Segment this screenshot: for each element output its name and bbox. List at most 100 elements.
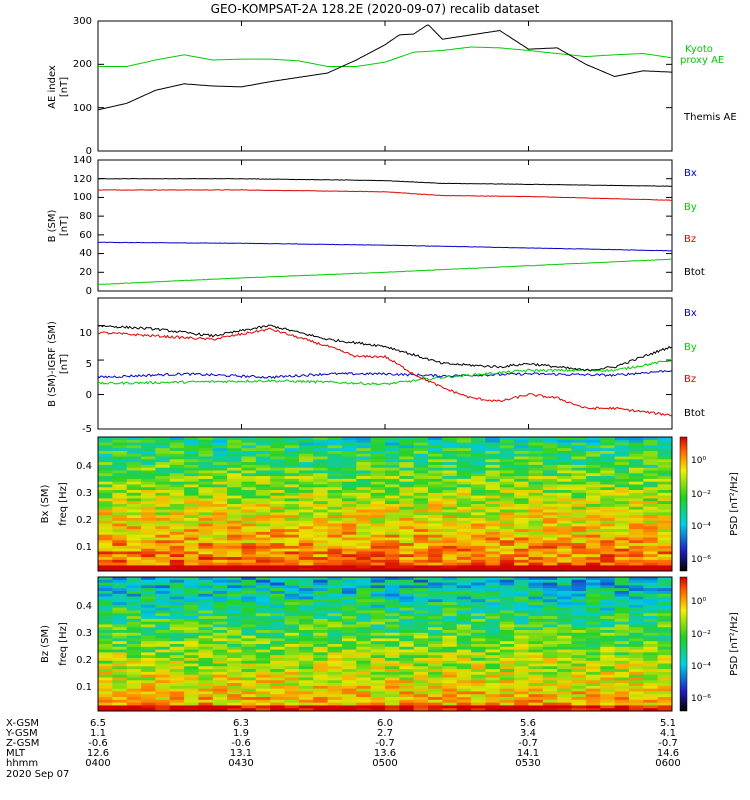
spectrogram-cell xyxy=(471,694,486,698)
spectrogram-cell xyxy=(657,618,673,623)
spectrogram-cell xyxy=(241,593,257,597)
spectrogram-cell xyxy=(298,501,314,505)
spectrogram-cell xyxy=(442,579,458,583)
spectrogram-cell xyxy=(227,481,242,485)
spectrogram-cell xyxy=(471,504,486,508)
spectrogram-cell xyxy=(428,492,443,497)
spectrogram-cell xyxy=(385,568,400,572)
spectrogram-cell xyxy=(112,504,128,508)
spectrogram-cell xyxy=(327,655,343,659)
spectrogram-cell xyxy=(385,697,400,701)
spectrogram-cell xyxy=(585,607,601,611)
spectrogram-cell xyxy=(557,660,572,664)
spectrogram-cell xyxy=(356,551,372,555)
spectrogram-cell xyxy=(485,649,501,653)
spectrogram-cell xyxy=(241,627,257,631)
spectrogram-cell xyxy=(212,613,228,617)
spectrogram-cell xyxy=(126,694,142,698)
spectrogram-cell xyxy=(557,593,572,597)
spectrogram-cell xyxy=(385,492,400,497)
spectrogram-cell xyxy=(98,674,113,678)
spectrogram-cell xyxy=(141,523,156,527)
spectrogram-cell xyxy=(270,590,285,595)
spectrogram-cell xyxy=(241,618,257,623)
spectrogram-cell xyxy=(212,559,228,564)
spectrogram-cell xyxy=(126,492,142,497)
spectrogram-cell xyxy=(169,607,185,611)
spectrogram-cell xyxy=(98,655,113,659)
spectrogram-cell xyxy=(184,545,199,550)
spectrogram-cell xyxy=(155,613,171,617)
spectrogram-cell xyxy=(657,517,673,522)
spectrogram-cell xyxy=(542,537,558,541)
spectrogram-cell xyxy=(456,607,472,611)
spectrogram-cell xyxy=(169,515,185,519)
spectrogram-cell xyxy=(571,604,587,609)
spectrogram-cell xyxy=(184,702,199,706)
spectrogram-cell xyxy=(184,593,199,597)
spectrogram-cell xyxy=(514,492,529,497)
spectrogram-cell xyxy=(284,579,300,583)
spectrogram-cell xyxy=(399,590,415,595)
spectrogram-cell xyxy=(141,450,156,455)
spectrogram-cell xyxy=(126,602,142,606)
spectrogram-cell xyxy=(184,487,199,491)
spectrogram-cell xyxy=(485,635,501,639)
spectrogram-cell xyxy=(155,473,171,477)
spectrogram-cell xyxy=(298,599,314,603)
spectrogram-cell xyxy=(184,669,199,673)
spectrogram-cell xyxy=(542,529,558,533)
spectrogram-cell xyxy=(370,680,386,684)
spectrogram-cell xyxy=(428,660,443,664)
spectrogram-cell xyxy=(385,638,400,642)
spectrogram-cell xyxy=(514,683,529,687)
spectrogram-cell xyxy=(126,562,142,566)
spectrogram-cell xyxy=(499,540,515,544)
spectrogram-cell xyxy=(184,490,199,494)
spectrogram-cell xyxy=(657,448,673,452)
spectrogram-cell xyxy=(126,557,142,561)
spectrogram-cell xyxy=(241,501,257,505)
spectrogram-cell xyxy=(298,618,314,623)
spectrogram-cell xyxy=(428,509,443,513)
spectrogram-cell xyxy=(327,529,343,533)
spectrogram-cell xyxy=(600,635,615,639)
spectrogram-cell xyxy=(485,543,501,547)
spectrogram-cell xyxy=(499,551,515,555)
spectrogram-cell xyxy=(442,442,458,446)
spectrogram-cell xyxy=(327,618,343,623)
spectrogram-cell xyxy=(313,517,328,522)
spectrogram-cell xyxy=(284,565,300,569)
spectrogram-cell xyxy=(141,534,156,538)
eph-value: 1.1 xyxy=(90,728,106,739)
spectrogram-cell xyxy=(442,545,458,550)
spectrogram-cell xyxy=(614,624,630,628)
spectrogram-cell xyxy=(442,543,458,547)
spectrogram-cell xyxy=(413,666,429,670)
spectrogram-cell xyxy=(514,537,529,541)
spectrogram-cell xyxy=(141,705,156,709)
spectrogram-cell xyxy=(356,655,372,659)
spectrogram-cell xyxy=(198,543,214,547)
spectrogram-cell xyxy=(528,551,544,555)
spectrogram-cell xyxy=(255,437,271,441)
spectrogram-cell xyxy=(327,562,343,566)
spectrogram-cell xyxy=(98,450,113,455)
spectrogram-cell xyxy=(284,577,300,581)
eph-label: X-GSM xyxy=(6,718,39,729)
spectrogram-cell xyxy=(528,442,544,446)
spectrogram-cell xyxy=(198,708,214,712)
spectrogram-cell xyxy=(428,627,443,631)
spectrogram-cell xyxy=(155,604,171,609)
spectrogram-cell xyxy=(442,660,458,664)
spectrogram-cell xyxy=(212,649,228,653)
spectrogram-cell xyxy=(141,638,156,642)
spectrogram-cell xyxy=(657,453,673,457)
bz-spec-yunit: freq [Hz] xyxy=(58,622,69,666)
spectrogram-cell xyxy=(98,683,113,687)
spectrogram-cell xyxy=(169,448,185,452)
spectrogram-cell xyxy=(227,632,242,637)
spectrogram-cell xyxy=(270,671,285,676)
spectrogram-cell xyxy=(284,478,300,483)
spectrogram-cell xyxy=(212,590,228,595)
